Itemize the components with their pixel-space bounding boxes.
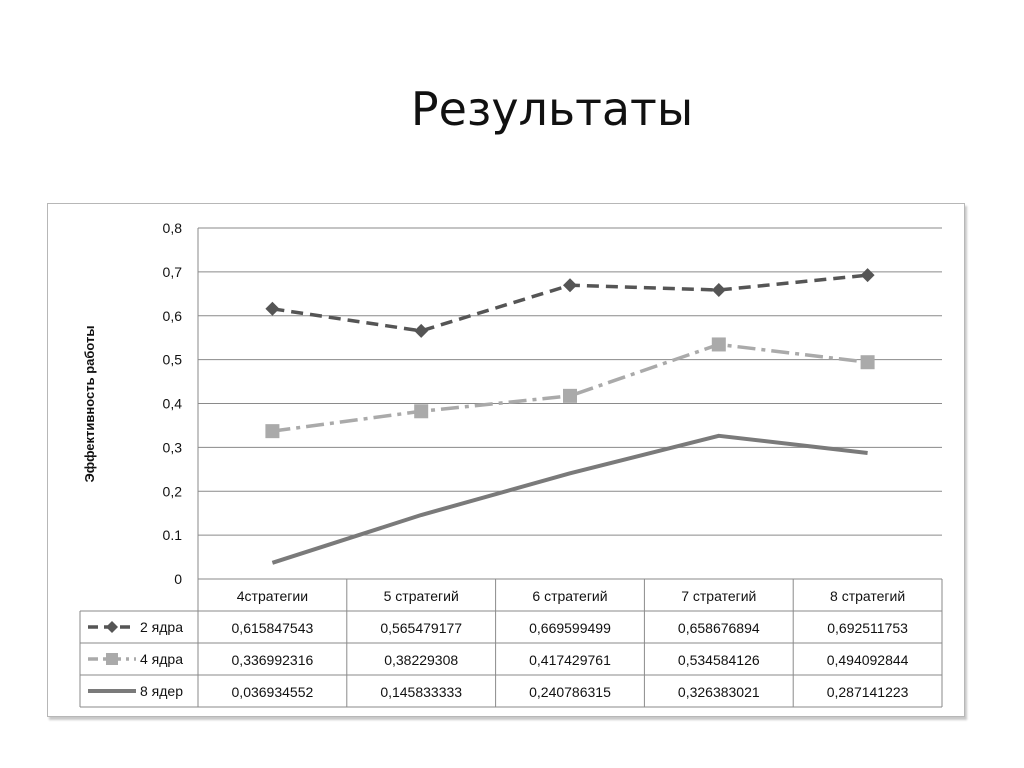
data-point (711, 337, 726, 352)
series-line (271, 433, 868, 565)
y-tick-label: 0 (174, 571, 182, 587)
table-cell-value: 0,38229308 (384, 652, 458, 668)
series-line (272, 342, 868, 433)
data-point (711, 283, 726, 298)
x-category-label: 5 стратегий (384, 588, 459, 604)
y-tick-label: 0,4 (163, 396, 183, 412)
data-point (563, 278, 577, 293)
table-cell-value: 0,287141223 (827, 684, 909, 700)
data-point (860, 268, 875, 283)
table-cell-value: 0,534584126 (678, 652, 760, 668)
y-axis-label: Эффективность работы (82, 325, 97, 482)
table-cell-value: 0,336992316 (232, 652, 314, 668)
series-2 (265, 337, 875, 439)
legend-label: 2 ядра (140, 619, 183, 635)
table-cell-value: 0,417429761 (529, 652, 611, 668)
series-1 (265, 268, 875, 338)
data-point (860, 355, 875, 370)
table-cell-value: 0,658676894 (678, 620, 760, 636)
data-point (414, 404, 429, 419)
y-tick-label: 0,5 (163, 352, 183, 368)
x-category-label: 6 стратегий (532, 588, 607, 604)
table-cell-value: 0,240786315 (529, 684, 611, 700)
y-tick-label: 0,7 (163, 264, 183, 280)
data-point (265, 301, 280, 316)
legend-key-marker (106, 653, 118, 665)
y-tick-label: 0,2 (163, 483, 183, 499)
table-cell-value: 0,494092844 (827, 652, 909, 668)
x-category-label: 8 стратегий (830, 588, 905, 604)
series-lines (265, 268, 875, 565)
slide-title: Результаты (410, 82, 694, 136)
data-point (563, 388, 577, 403)
x-category-label: 7 стратегий (681, 588, 756, 604)
y-tick-label: 0,3 (163, 439, 183, 455)
data-point (265, 424, 280, 439)
table-cell-value: 0,565479177 (380, 620, 462, 636)
table-cell-value: 0,036934552 (232, 684, 314, 700)
series-3 (271, 433, 868, 565)
table-cell-value: 0,669599499 (529, 620, 611, 636)
y-tick-label: 0,8 (163, 220, 183, 236)
table-cell-value: 0,145833333 (380, 684, 462, 700)
data-table: 4стратегии 5 стратегий 6 стратегий 7 страте… (79, 578, 943, 708)
y-tick-label: 0,6 (163, 308, 183, 324)
chart-frame (47, 203, 965, 717)
y-tick-labels: 0 0.1 0,2 0,3 0,4 0,5 0,6 0,7 0,8 (163, 220, 183, 587)
table-cell-value: 0,692511753 (827, 620, 908, 636)
table-cell-value: 0,326383021 (678, 684, 760, 700)
legend-label: 4 ядра (140, 651, 183, 667)
legend-key-marker (106, 621, 118, 633)
data-point (414, 323, 429, 338)
table-cell-value: 0,615847543 (232, 620, 314, 636)
x-category-label: 4стратегии (237, 588, 308, 604)
legend-label: 8 ядер (140, 683, 183, 699)
y-tick-label: 0.1 (163, 527, 183, 543)
